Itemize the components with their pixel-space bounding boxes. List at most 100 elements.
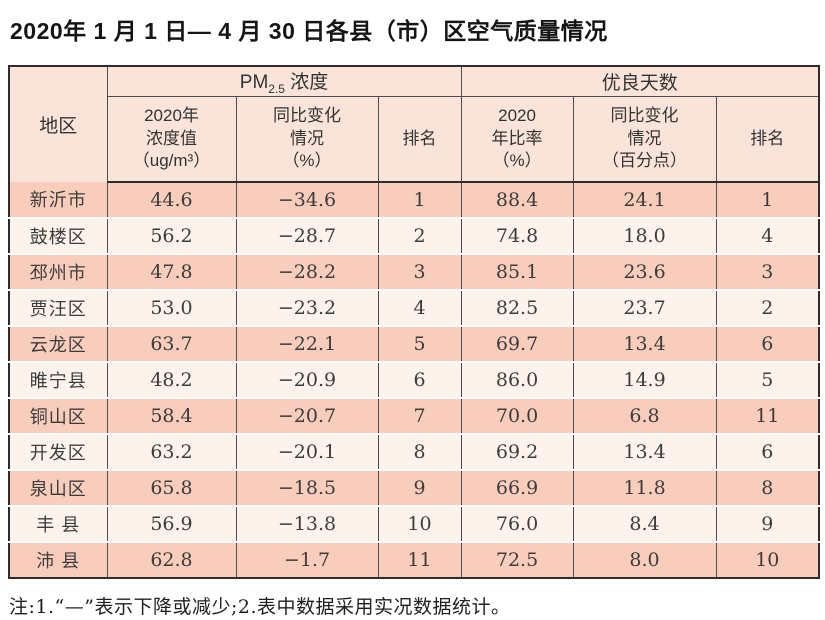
cell-pm-rank: 2 [377, 217, 462, 255]
table-row: 新沂市 44.6 −34.6 1 88.4 24.1 1 [8, 181, 820, 219]
cell-good-change: 18.0 [572, 217, 717, 255]
col-header-good-rank: 排名 [715, 96, 820, 183]
cell-region: 沛 县 [8, 541, 108, 578]
cell-good-change: 6.8 [572, 397, 717, 435]
cell-good-ratio: 74.8 [460, 217, 574, 255]
cell-good-rank: 1 [715, 181, 820, 219]
cell-good-ratio: 88.4 [460, 181, 574, 219]
cell-pm-rank: 8 [377, 433, 462, 471]
cell-good-ratio: 82.5 [460, 289, 574, 327]
cell-good-change: 13.4 [572, 433, 717, 471]
cell-good-change: 13.4 [572, 325, 717, 363]
cell-good-rank: 2 [715, 289, 820, 327]
group-header-pm25: PM2.5 浓度 [106, 66, 462, 97]
page-title: 2020年 1 月 1 日— 4 月 30 日各县（市）区空气质量情况 [10, 18, 608, 44]
cell-good-ratio: 66.9 [460, 469, 574, 507]
cell-good-change: 23.6 [572, 253, 717, 291]
cell-region: 鼓楼区 [8, 217, 108, 255]
col-header-good-ratio: 2020 年比率 （%） [460, 96, 574, 183]
col-header-pm-rank: 排名 [377, 96, 462, 183]
cell-region: 泉山区 [8, 469, 108, 507]
cell-pm-change: −1.7 [235, 541, 379, 578]
cell-pm-value: 56.9 [106, 505, 237, 543]
cell-region: 睢宁县 [8, 361, 108, 399]
table-row: 云龙区 63.7 −22.1 5 69.7 13.4 6 [8, 325, 820, 363]
cell-pm-rank: 6 [377, 361, 462, 399]
cell-pm-change: −20.9 [235, 361, 379, 399]
cell-good-rank: 6 [715, 325, 820, 363]
cell-pm-value: 63.7 [106, 325, 237, 363]
cell-region: 开发区 [8, 433, 108, 471]
cell-pm-rank: 3 [377, 253, 462, 291]
cell-good-rank: 5 [715, 361, 820, 399]
pm25-label-subscript: 2.5 [268, 81, 285, 96]
cell-pm-value: 44.6 [106, 181, 237, 219]
col-header-pm-change: 同比变化 情况 （%） [235, 96, 379, 183]
table-row: 沛 县 62.8 −1.7 11 72.5 8.0 10 [8, 541, 820, 578]
cell-pm-value: 53.0 [106, 289, 237, 327]
cell-pm-change: −28.2 [235, 253, 379, 291]
col-header-pm-value: 2020年 浓度值 （ug/m³） [106, 96, 237, 183]
footnote: 注:1.“—”表示下降或减少;2.表中数据采用实况数据统计。 [9, 595, 511, 618]
cell-good-ratio: 69.2 [460, 433, 574, 471]
cell-good-ratio: 69.7 [460, 325, 574, 363]
cell-good-ratio: 70.0 [460, 397, 574, 435]
cell-region: 铜山区 [8, 397, 108, 435]
cell-pm-rank: 4 [377, 289, 462, 327]
cell-pm-rank: 7 [377, 397, 462, 435]
air-quality-table: 地区 PM2.5 浓度 优良天数 2020年 浓度值 （ug/m³） 同比变化 … [8, 65, 821, 579]
table-row: 开发区 63.2 −20.1 8 69.2 13.4 6 [8, 433, 820, 471]
cell-pm-value: 58.4 [106, 397, 237, 435]
group-header-good-days: 优良天数 [460, 66, 820, 97]
cell-pm-change: −18.5 [235, 469, 379, 507]
table-row: 鼓楼区 56.2 −28.7 2 74.8 18.0 4 [8, 217, 820, 255]
table-row: 丰 县 56.9 −13.8 10 76.0 8.4 9 [8, 505, 820, 543]
pm25-label-prefix: PM [239, 72, 269, 93]
cell-pm-change: −22.1 [235, 325, 379, 363]
cell-good-rank: 9 [715, 505, 820, 543]
pm25-label-suffix: 浓度 [284, 72, 329, 93]
col-header-good-change: 同比变化 情况 （百分点） [572, 96, 717, 183]
cell-pm-value: 62.8 [106, 541, 237, 578]
cell-good-ratio: 72.5 [460, 541, 574, 578]
cell-pm-change: −20.7 [235, 397, 379, 435]
cell-good-ratio: 85.1 [460, 253, 574, 291]
cell-pm-rank: 9 [377, 469, 462, 507]
cell-region: 贾汪区 [8, 289, 108, 327]
cell-good-change: 14.9 [572, 361, 717, 399]
cell-pm-rank: 1 [377, 181, 462, 219]
cell-good-rank: 6 [715, 433, 820, 471]
table-row: 泉山区 65.8 −18.5 9 66.9 11.8 8 [8, 469, 820, 507]
table-row: 铜山区 58.4 −20.7 7 70.0 6.8 11 [8, 397, 820, 435]
cell-good-ratio: 86.0 [460, 361, 574, 399]
cell-region: 云龙区 [8, 325, 108, 363]
cell-region: 邳州市 [8, 253, 108, 291]
cell-good-rank: 8 [715, 469, 820, 507]
cell-region: 丰 县 [8, 505, 108, 543]
table-row: 邳州市 47.8 −28.2 3 85.1 23.6 3 [8, 253, 820, 291]
cell-good-rank: 3 [715, 253, 820, 291]
cell-pm-change: −13.8 [235, 505, 379, 543]
col-header-region: 地区 [8, 66, 108, 182]
cell-good-change: 24.1 [572, 181, 717, 219]
cell-pm-rank: 11 [377, 541, 462, 578]
cell-pm-change: −28.7 [235, 217, 379, 255]
cell-pm-value: 48.2 [106, 361, 237, 399]
cell-good-ratio: 76.0 [460, 505, 574, 543]
cell-good-change: 23.7 [572, 289, 717, 327]
cell-good-change: 11.8 [572, 469, 717, 507]
cell-pm-change: −20.1 [235, 433, 379, 471]
table-header: 地区 PM2.5 浓度 优良天数 2020年 浓度值 （ug/m³） 同比变化 … [8, 66, 820, 183]
cell-pm-rank: 5 [377, 325, 462, 363]
table-body: 新沂市 44.6 −34.6 1 88.4 24.1 1 鼓楼区 56.2 −28.7 2 74.8 1… [8, 181, 820, 578]
cell-pm-value: 47.8 [106, 253, 237, 291]
cell-pm-value: 65.8 [106, 469, 237, 507]
cell-region: 新沂市 [8, 181, 108, 219]
cell-pm-value: 63.2 [106, 433, 237, 471]
cell-pm-change: −23.2 [235, 289, 379, 327]
cell-pm-rank: 10 [377, 505, 462, 543]
cell-good-change: 8.0 [572, 541, 717, 578]
cell-good-rank: 10 [715, 541, 820, 578]
cell-pm-change: −34.6 [235, 181, 379, 219]
